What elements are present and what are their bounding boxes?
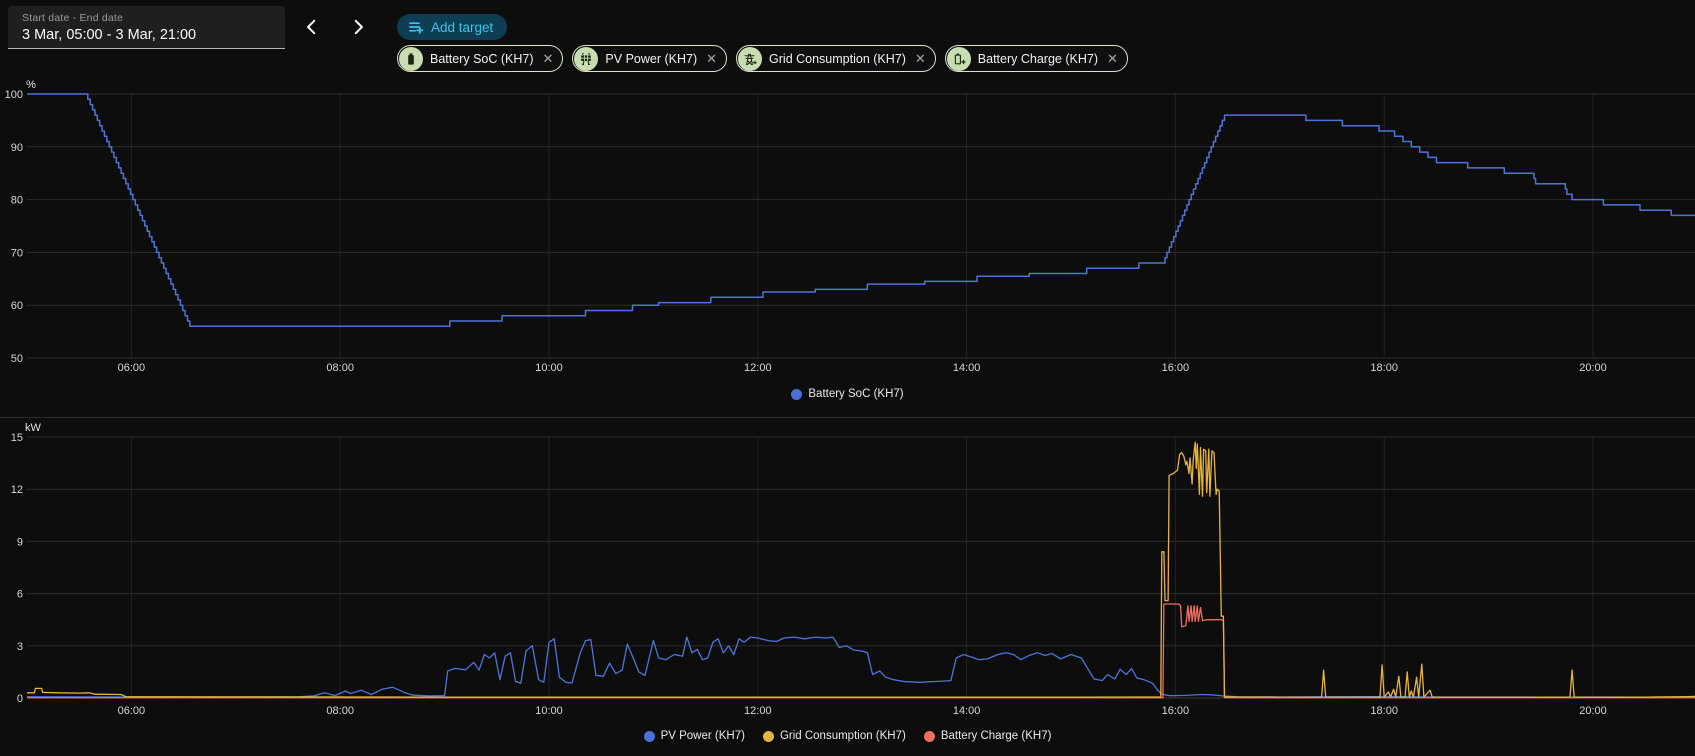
y-axis-unit-label: % [26, 79, 36, 91]
legend-dot-icon [643, 730, 655, 742]
power-chart-legend: PV Power (KH7) Grid Consumption (KH7) Batt… [0, 729, 1695, 743]
legend-item-pv-power-kh7[interactable]: PV Power (KH7) [643, 729, 745, 743]
power-chart[interactable]: 15 12 9 6 3 0 06:00 08:00 10:00 12:00 14:00 16:00 18… [11, 422, 1695, 717]
series [27, 93, 1695, 328]
target-chip-battery-soc[interactable]: Battery SoC (KH7) ✕ [397, 45, 564, 72]
gridlines [27, 436, 1695, 699]
chip-avatar [574, 46, 599, 71]
target-chips: Battery SoC (KH7) ✕ PV Power (KH7) ✕ [397, 45, 1128, 72]
gridlines [27, 93, 1695, 359]
x-axis-tick-label: 18:00 [1370, 705, 1398, 717]
chip-label: Battery SoC (KH7) [430, 51, 534, 66]
y-axis-tick-label: 15 [11, 432, 23, 444]
chip-avatar [946, 46, 971, 71]
legend-dot-icon [791, 388, 803, 400]
playlist-plus-icon [409, 22, 424, 34]
y-axis-tick-label: 70 [11, 247, 23, 259]
y-axis-tick-label: 0 [17, 693, 23, 705]
legend-label: Battery SoC (KH7) [808, 388, 904, 400]
y-axis-tick-label: 3 [17, 641, 23, 653]
x-axis-tick-label: 12:00 [744, 362, 772, 374]
x-axis-tick-label: 14:00 [953, 705, 981, 717]
battery-plus-icon [954, 53, 966, 64]
x-axis-tick-label: 16:00 [1162, 705, 1190, 717]
target-chip-pv-power[interactable]: PV Power (KH7) ✕ [572, 45, 728, 72]
x-axis-tick-label: 12:00 [744, 705, 772, 717]
x-axis-tick-label: 06:00 [118, 362, 146, 374]
target-chip-battery-charge[interactable]: Battery Charge (KH7) ✕ [944, 45, 1128, 72]
chip-close-icon[interactable]: ✕ [1106, 51, 1118, 66]
y-axis-tick-label: 6 [17, 589, 23, 601]
target-chip-grid-consumption[interactable]: Grid Consumption (KH7) ✕ [736, 45, 936, 72]
x-axis-tick-label: 10:00 [535, 362, 563, 374]
legend-label: Battery Charge (KH7) [940, 730, 1052, 742]
battery-soc-chart-legend: Battery SoC (KH7) [0, 387, 1695, 401]
chip-avatar [399, 46, 423, 71]
axis-labels: 100 90 80 70 60 50 06:00 08:00 10:00 12:00 14:00 16… [5, 79, 1607, 374]
y-axis-tick-label: 50 [11, 353, 23, 365]
legend-item-grid-consumption-kh7[interactable]: Grid Consumption (KH7) [762, 729, 906, 743]
axis-labels: 15 12 9 6 3 0 06:00 08:00 10:00 12:00 14:00 16:00 18… [11, 422, 1607, 717]
next-period-button[interactable] [344, 13, 372, 41]
date-range-label: Start date - End date [22, 12, 124, 24]
battery-soc-kh7-series-line [27, 93, 1695, 328]
chevron-left-icon [307, 19, 316, 35]
battery-charge-kh7-series-line [27, 603, 1695, 699]
series [26, 441, 1695, 699]
grid-consumption-kh7-series-line [27, 441, 1695, 698]
y-axis-tick-label: 80 [11, 195, 23, 207]
chip-label: PV Power (KH7) [605, 51, 698, 66]
chip-label: Grid Consumption (KH7) [769, 51, 906, 66]
x-axis-tick-label: 06:00 [118, 705, 146, 717]
y-axis-tick-label: 60 [11, 300, 23, 312]
y-axis-tick-label: 100 [5, 89, 23, 101]
chevron-right-icon [354, 19, 363, 35]
y-axis-unit-label: kW [25, 422, 42, 434]
battery-soc-chart[interactable]: 100 90 80 70 60 50 06:00 08:00 10:00 12:00 14:00 16… [5, 79, 1695, 374]
legend-item-battery-charge-kh7[interactable]: Battery Charge (KH7) [923, 729, 1052, 743]
chip-close-icon[interactable]: ✕ [706, 51, 718, 66]
chip-close-icon[interactable]: ✕ [914, 51, 926, 66]
x-axis-tick-label: 16:00 [1162, 362, 1190, 374]
legend-dot-icon [923, 730, 935, 742]
y-axis-tick-label: 90 [11, 142, 23, 154]
legend-item-battery-soc-kh7[interactable]: Battery SoC (KH7) [791, 387, 904, 401]
chart-divider [0, 417, 1695, 418]
x-axis-tick-label: 20:00 [1579, 705, 1607, 717]
legend-label: Grid Consumption (KH7) [779, 730, 906, 742]
solar-panel-icon [581, 52, 592, 65]
date-range-field[interactable]: Start date - End date 3 Mar, 05:00 - 3 M… [8, 6, 285, 49]
chip-label: Battery Charge (KH7) [977, 51, 1098, 66]
x-axis-tick-label: 20:00 [1579, 362, 1607, 374]
add-target-label: Add target [431, 19, 494, 35]
x-axis-tick-label: 10:00 [535, 705, 563, 717]
x-axis-tick-label: 08:00 [326, 705, 354, 717]
y-axis-tick-label: 9 [17, 536, 23, 548]
date-range-value: 3 Mar, 05:00 - 3 Mar, 21:00 [22, 27, 197, 43]
x-axis-tick-label: 18:00 [1370, 362, 1398, 374]
x-axis-tick-label: 14:00 [953, 362, 981, 374]
legend-dot-icon [762, 730, 774, 742]
previous-period-button[interactable] [298, 13, 326, 41]
y-axis-tick-label: 12 [11, 484, 23, 496]
x-axis-tick-label: 08:00 [326, 362, 354, 374]
pv-power-kh7-series-line [26, 636, 1695, 698]
add-target-button[interactable]: Add target [397, 14, 508, 40]
chip-avatar [738, 46, 763, 71]
transmission-tower-icon [744, 53, 757, 65]
legend-label: PV Power (KH7) [660, 730, 745, 742]
battery-icon [408, 52, 414, 65]
chip-close-icon[interactable]: ✕ [542, 51, 554, 66]
